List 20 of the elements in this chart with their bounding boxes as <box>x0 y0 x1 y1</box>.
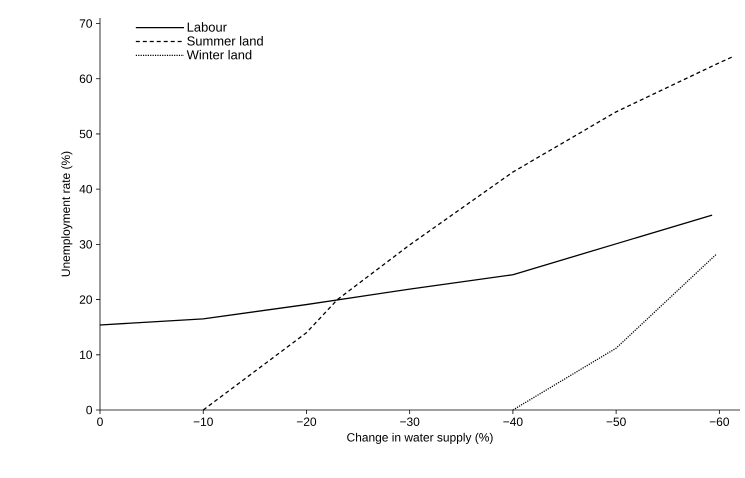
y-tick-label: 20 <box>80 295 92 304</box>
y-tick-label: 30 <box>80 240 92 249</box>
legend-label: Summer land <box>187 36 263 46</box>
x-tick-label: −30 <box>400 418 420 426</box>
x-tick-label: −10 <box>194 418 213 426</box>
y-tick-label: 10 <box>80 350 92 360</box>
x-tick-label: −40 <box>503 418 523 426</box>
y-tick-label: 40 <box>79 184 92 194</box>
y-tick-label: 70 <box>80 19 92 28</box>
x-tick-label: −60 <box>710 418 730 426</box>
y-tick-label: 60 <box>80 74 92 83</box>
y-axis-title: Unemployment rate (%) <box>61 152 72 276</box>
x-tick-label: 0 <box>97 418 103 426</box>
x-tick-label: −50 <box>606 418 626 426</box>
x-axis-title: Change in water supply (%) <box>347 432 493 444</box>
y-tick-label: 50 <box>80 130 92 138</box>
x-tick-label: −20 <box>296 418 316 426</box>
legend-label: Labour <box>188 22 227 32</box>
legend-label: Winter land <box>186 50 252 60</box>
y-tick-label: 0 <box>86 406 92 414</box>
